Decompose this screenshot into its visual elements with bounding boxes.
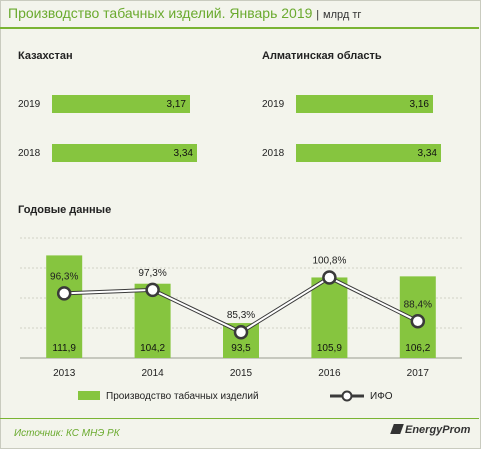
almaty-title: Алматинская область [262,50,382,62]
bar-label-2014: 104,2 [140,343,165,354]
ifo-point-2016 [322,270,337,285]
kz-year-2019: 2019 [18,99,41,110]
ifo-label-2014: 97,3% [138,268,166,279]
kz-year-2018: 2018 [18,148,41,159]
bar-2013 [46,255,83,358]
line-series: 96,3% 97,3% 85,3% 100,8% 88,4% [50,256,432,340]
bar-label-2017: 106,2 [405,343,430,354]
ifo-point-2013 [56,286,72,301]
kz-value-2018: 3,34 [173,148,193,159]
annual-section-title: Годовые данные [18,204,112,216]
ifo-label-2015: 85,3% [227,310,255,321]
kazakhstan-title: Казахстан [18,50,73,62]
alm-value-2018: 3,34 [417,148,437,159]
alm-year-2018: 2018 [262,148,285,159]
ifo-point-2015 [233,324,249,340]
page-title: Производство табачных изделий. Январь 20… [8,5,362,21]
ifo-label-2013: 96,3% [50,271,78,282]
x-tick-2017: 2017 [407,368,430,379]
title-text: Производство табачных изделий. Январь 20… [8,5,313,21]
x-tick-labels: 2013 2014 2015 2016 2017 [53,368,429,379]
legend-bar-label: Производство табачных изделий [106,390,259,402]
x-tick-2013: 2013 [53,368,76,379]
x-tick-2014: 2014 [141,368,164,379]
ifo-point-2014 [145,282,160,298]
legend: Производство табачных изделий ИФО [78,390,393,402]
x-tick-2015: 2015 [230,368,253,379]
kz-bar-2018 [52,144,197,162]
alm-year-2019: 2019 [262,99,285,110]
alm-bar-2019 [296,95,433,113]
bar-series: 111,9 104,2 93,5 105,9 106,2 [46,255,436,358]
source-text: Источник: КС МНЭ РК [14,428,120,439]
legend-line-marker [341,390,353,402]
legend-bar-swatch [78,391,100,400]
ifo-point-2017 [410,314,426,329]
bar-label-2015: 93,5 [231,343,251,354]
kz-value-2019: 3,17 [166,99,186,110]
ifo-label-2016: 100,8% [312,256,346,267]
bar-label-2013: 111,9 [52,343,76,354]
alm-bar-2018 [296,144,441,162]
ifo-label-2017: 88,4% [404,299,432,310]
unit-label: млрд тг [323,9,362,21]
title-divider [0,27,479,29]
logo-text: EnergyProm [405,424,471,436]
bar-label-2016: 105,9 [317,343,342,354]
logo-icon [390,424,404,434]
bar-2016 [311,277,348,358]
x-tick-2016: 2016 [318,368,341,379]
legend-line-label: ИФО [370,391,393,402]
kz-bar-2019 [52,95,190,113]
alm-value-2019: 3,16 [409,99,429,110]
footer-divider [0,418,479,419]
energyprom-logo: EnergyProm [390,424,471,436]
